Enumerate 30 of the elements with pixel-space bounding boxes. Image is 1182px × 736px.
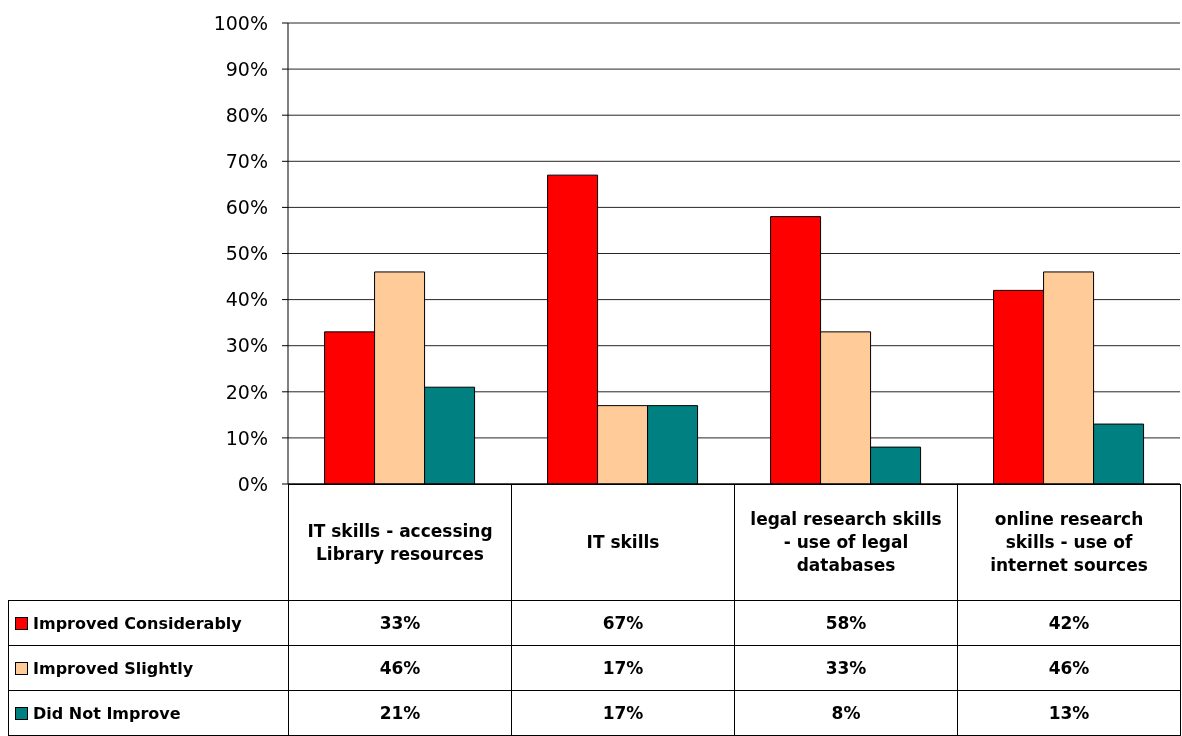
data-label: 17% (602, 703, 644, 723)
data-label: 46% (379, 658, 421, 678)
data-label: 21% (379, 703, 421, 723)
y-tick-label: 50% (225, 242, 268, 265)
y-tick-label: 70% (225, 150, 268, 173)
y-tick-label: 20% (225, 380, 268, 403)
y-tick-label: 100% (213, 11, 268, 34)
data-label: 8% (831, 703, 861, 723)
legend-label: Improved Considerably (33, 613, 242, 633)
y-tick-label: 40% (225, 288, 268, 311)
y-tick-label: 0% (237, 472, 268, 495)
x-tick-label: IT skills (586, 532, 660, 552)
y-tick-label: 90% (225, 57, 268, 80)
x-tick-label: legal research skills - use of legal databases (750, 509, 942, 575)
data-label: 13% (1048, 703, 1090, 723)
data-label: 46% (1048, 658, 1090, 678)
legend-label: Did Not Improve (33, 703, 181, 723)
x-tick-label: IT skills - accessing Library resources (307, 520, 493, 564)
y-tick-label: 10% (225, 426, 268, 449)
data-label: 33% (825, 658, 867, 678)
y-tick-label: 60% (225, 196, 268, 219)
y-tick-label: 30% (225, 334, 268, 357)
data-label: 42% (1048, 613, 1090, 633)
data-label: 17% (602, 658, 644, 678)
y-tick-label: 80% (225, 103, 268, 126)
data-label: 58% (825, 613, 867, 633)
x-tick-label: online research skills - use of internet sources (990, 509, 1148, 575)
data-label: 67% (602, 613, 644, 633)
legend-label: Improved Slightly (33, 658, 194, 678)
data-label: 33% (379, 613, 421, 633)
